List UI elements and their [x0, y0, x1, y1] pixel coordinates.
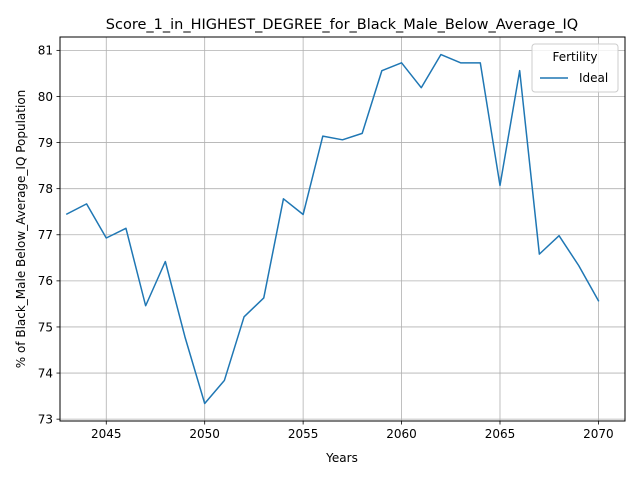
y-tick-label: 80 — [38, 90, 53, 104]
plot-area-frame — [59, 36, 626, 422]
legend-box — [531, 43, 619, 93]
y-axis: 73 74 75 76 77 78 79 80 81 — [38, 44, 60, 426]
y-tick-label: 75 — [38, 320, 53, 334]
y-tick-label: 73 — [38, 412, 53, 426]
y-tick-label: 79 — [38, 136, 53, 150]
x-tick-label: 2055 — [288, 427, 319, 441]
x-axis-label: Years — [325, 451, 358, 465]
y-tick-label: 76 — [38, 274, 53, 288]
y-tick-label: 77 — [38, 228, 53, 242]
x-tick-label: 2070 — [583, 427, 614, 441]
legend: Fertility Ideal — [531, 43, 619, 93]
chart-title: Score_1_in_HIGHEST_DEGREE_for_Black_Male… — [106, 17, 578, 33]
y-tick-label: 74 — [38, 366, 53, 380]
legend-label-ideal: Ideal — [579, 71, 608, 85]
series-layer — [65, 53, 600, 405]
y-tick-label: 81 — [38, 44, 53, 58]
series-line-ideal — [65, 53, 600, 405]
x-tick-label: 2065 — [485, 427, 516, 441]
x-axis: 2045 2050 2055 2060 2065 2070 — [91, 421, 614, 441]
y-axis-label: % of Black_Male Below_Average_IQ Populat… — [14, 90, 28, 369]
grid-lines — [60, 37, 625, 421]
y-tick-label: 78 — [38, 182, 53, 196]
legend-title: Fertility — [552, 50, 597, 64]
x-tick-label: 2060 — [386, 427, 417, 441]
x-tick-label: 2045 — [91, 427, 122, 441]
x-tick-label: 2050 — [189, 427, 220, 441]
